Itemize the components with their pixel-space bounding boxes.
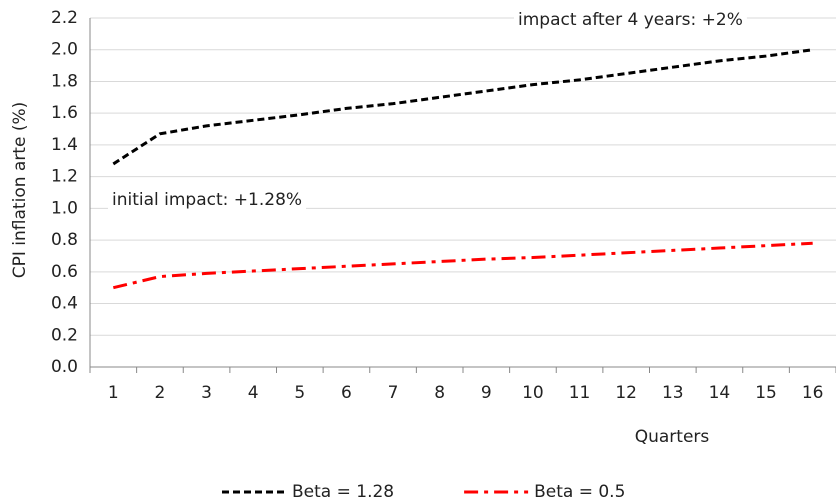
y-tick-label: 0.8 bbox=[51, 230, 78, 250]
legend-label: Beta = 1.28 bbox=[292, 482, 394, 502]
y-tick-label: 1.4 bbox=[51, 135, 78, 155]
y-axis-title: CPI inflation arte (%) bbox=[10, 102, 30, 278]
series-line bbox=[112, 241, 813, 290]
x-tick-label: 7 bbox=[388, 383, 399, 403]
series-line bbox=[112, 48, 813, 166]
x-tick-label: 5 bbox=[294, 383, 305, 403]
y-tick-label: 2.2 bbox=[51, 8, 78, 28]
y-tick-label: 0.0 bbox=[51, 357, 78, 377]
y-tick-label: 1.8 bbox=[51, 71, 78, 91]
x-tick-label: 8 bbox=[434, 383, 445, 403]
y-tick-label: 0.2 bbox=[51, 325, 78, 345]
x-tick-label: 9 bbox=[481, 383, 492, 403]
x-tick-label: 6 bbox=[341, 383, 352, 403]
annotation-bg bbox=[108, 187, 307, 213]
x-tick-label: 3 bbox=[201, 383, 212, 403]
y-tick-label: 1.6 bbox=[51, 103, 78, 123]
annotation-bg bbox=[514, 7, 747, 33]
annotation: impact after 4 years: +2% bbox=[518, 10, 743, 30]
x-tick-label: 16 bbox=[802, 383, 824, 403]
x-tick-label: 1 bbox=[108, 383, 119, 403]
y-tick-label: 0.6 bbox=[51, 262, 78, 282]
y-tick-label: 2.0 bbox=[51, 40, 78, 60]
x-tick-label: 11 bbox=[569, 383, 591, 403]
x-tick-label: 15 bbox=[755, 383, 777, 403]
x-tick-label: 14 bbox=[709, 383, 731, 403]
y-tick-label: 1.2 bbox=[51, 167, 78, 187]
x-tick-label: 4 bbox=[248, 383, 259, 403]
annotation: initial impact: +1.28% bbox=[112, 190, 302, 210]
x-tick-label: 2 bbox=[155, 383, 166, 403]
x-axis-title: Quarters bbox=[635, 427, 710, 447]
x-tick-label: 10 bbox=[522, 383, 544, 403]
legend-label: Beta = 0.5 bbox=[534, 482, 625, 502]
y-tick-label: 0.4 bbox=[51, 294, 78, 314]
x-tick-label: 12 bbox=[615, 383, 637, 403]
x-tick-label: 13 bbox=[662, 383, 684, 403]
y-tick-label: 1.0 bbox=[51, 198, 78, 218]
